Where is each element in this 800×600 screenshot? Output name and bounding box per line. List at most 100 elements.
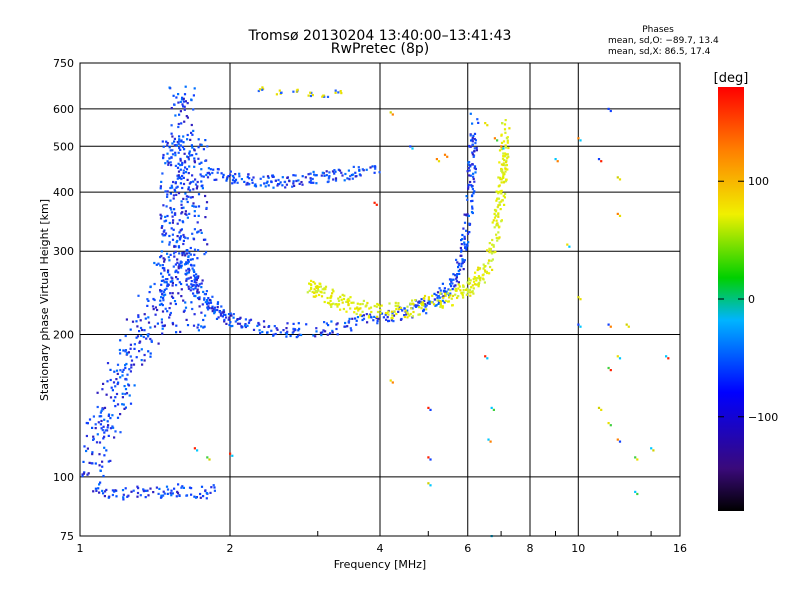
x-mode-echo — [503, 159, 506, 162]
o-mode-echo — [467, 187, 470, 190]
o-mode-echo — [135, 336, 138, 339]
o-mode-echo — [136, 335, 140, 338]
spread-f-echo — [198, 305, 201, 308]
o-mode-echo — [116, 403, 120, 406]
x-mode-echo — [312, 295, 315, 298]
o-mode-echo — [106, 420, 109, 423]
o-mode-echo — [466, 213, 469, 216]
o-mode-echo — [161, 225, 164, 228]
o-mode-echo — [468, 169, 471, 172]
multihop-echo — [309, 179, 312, 182]
x-mode-echo — [447, 300, 450, 303]
o-mode-echo — [162, 230, 165, 233]
o-mode-echo — [148, 291, 151, 294]
spread-f-echo — [161, 304, 164, 307]
o-mode-echo — [193, 278, 196, 281]
x-mode-echo — [358, 307, 361, 310]
x-mode-echo — [354, 307, 357, 310]
x-mode-echo — [399, 306, 402, 309]
x-mode-echo — [397, 302, 400, 305]
e-layer-echo — [139, 494, 142, 497]
high-echo — [323, 95, 326, 98]
x-mode-echo — [462, 296, 465, 299]
o-mode-echo — [177, 265, 180, 268]
x-mode-echo — [497, 176, 500, 179]
x-tick-label: 16 — [673, 542, 687, 555]
x-mode-echo — [379, 309, 382, 312]
multihop-echo — [348, 178, 351, 181]
spread-f-echo — [192, 188, 195, 191]
high-echo — [280, 91, 283, 94]
spread-f-echo — [175, 269, 178, 272]
e-layer-echo — [193, 495, 196, 498]
o-mode-echo — [376, 322, 379, 325]
spread-f-echo — [204, 139, 207, 142]
spread-f-echo — [171, 321, 174, 325]
o-mode-echo — [162, 204, 165, 207]
o-mode-echo — [147, 321, 151, 324]
multihop-echo — [308, 181, 311, 184]
o-mode-echo — [177, 101, 180, 104]
o-mode-echo — [124, 388, 128, 391]
o-mode-echo — [190, 123, 193, 127]
o-mode-echo — [130, 363, 133, 366]
o-mode-echo — [106, 426, 109, 429]
multihop-echo — [371, 165, 374, 168]
spread-f-echo — [197, 249, 200, 252]
spread-f-echo — [184, 161, 187, 164]
o-mode-echo — [462, 268, 465, 271]
o-mode-echo — [163, 258, 166, 261]
o-mode-echo — [471, 143, 474, 147]
spread-f-echo — [180, 288, 183, 291]
o-mode-echo — [143, 329, 146, 332]
o-mode-echo — [219, 314, 223, 317]
o-mode-echo — [463, 221, 467, 224]
scattered-echo — [389, 111, 392, 114]
x-mode-echo — [430, 301, 433, 304]
spread-f-echo — [200, 161, 203, 164]
o-mode-echo — [129, 402, 133, 405]
spread-f-echo — [196, 185, 199, 188]
e-layer-echo — [158, 487, 161, 490]
o-mode-echo — [125, 318, 128, 321]
o-mode-echo — [355, 319, 358, 322]
o-mode-echo — [213, 309, 216, 312]
o-mode-echo — [126, 373, 129, 376]
multihop-echo — [283, 180, 286, 183]
spread-f-echo — [161, 172, 164, 175]
spread-f-echo — [176, 177, 179, 180]
o-mode-echo — [179, 157, 182, 160]
scattered-echo — [627, 325, 630, 328]
o-mode-echo — [82, 472, 85, 475]
o-mode-echo — [186, 200, 189, 204]
o-mode-echo — [182, 100, 185, 103]
o-mode-echo — [171, 142, 174, 145]
x-mode-echo — [504, 167, 507, 170]
spread-f-echo — [182, 172, 185, 175]
o-mode-echo — [101, 408, 104, 411]
spread-f-echo — [189, 138, 192, 141]
scattered-echo — [427, 482, 430, 485]
spread-f-echo — [199, 173, 202, 176]
multihop-echo — [236, 181, 239, 184]
scattered-echo — [618, 214, 622, 217]
o-mode-echo — [327, 324, 330, 327]
spread-f-echo — [181, 220, 184, 223]
o-mode-echo — [211, 305, 214, 308]
o-mode-echo — [185, 198, 188, 201]
o-mode-echo — [240, 325, 243, 328]
spread-f-echo — [164, 219, 168, 222]
o-mode-echo — [153, 325, 157, 328]
o-mode-echo — [192, 283, 195, 287]
o-mode-echo — [362, 317, 366, 320]
x-mode-echo — [504, 146, 507, 149]
o-mode-echo — [351, 317, 354, 320]
o-mode-echo — [173, 255, 176, 258]
multihop-echo — [259, 177, 262, 180]
multihop-echo — [309, 177, 312, 180]
spread-f-echo — [177, 170, 181, 173]
multihop-echo — [358, 173, 361, 176]
x-mode-echo — [404, 309, 407, 312]
o-mode-echo — [177, 162, 180, 165]
x-mode-echo — [456, 296, 459, 299]
